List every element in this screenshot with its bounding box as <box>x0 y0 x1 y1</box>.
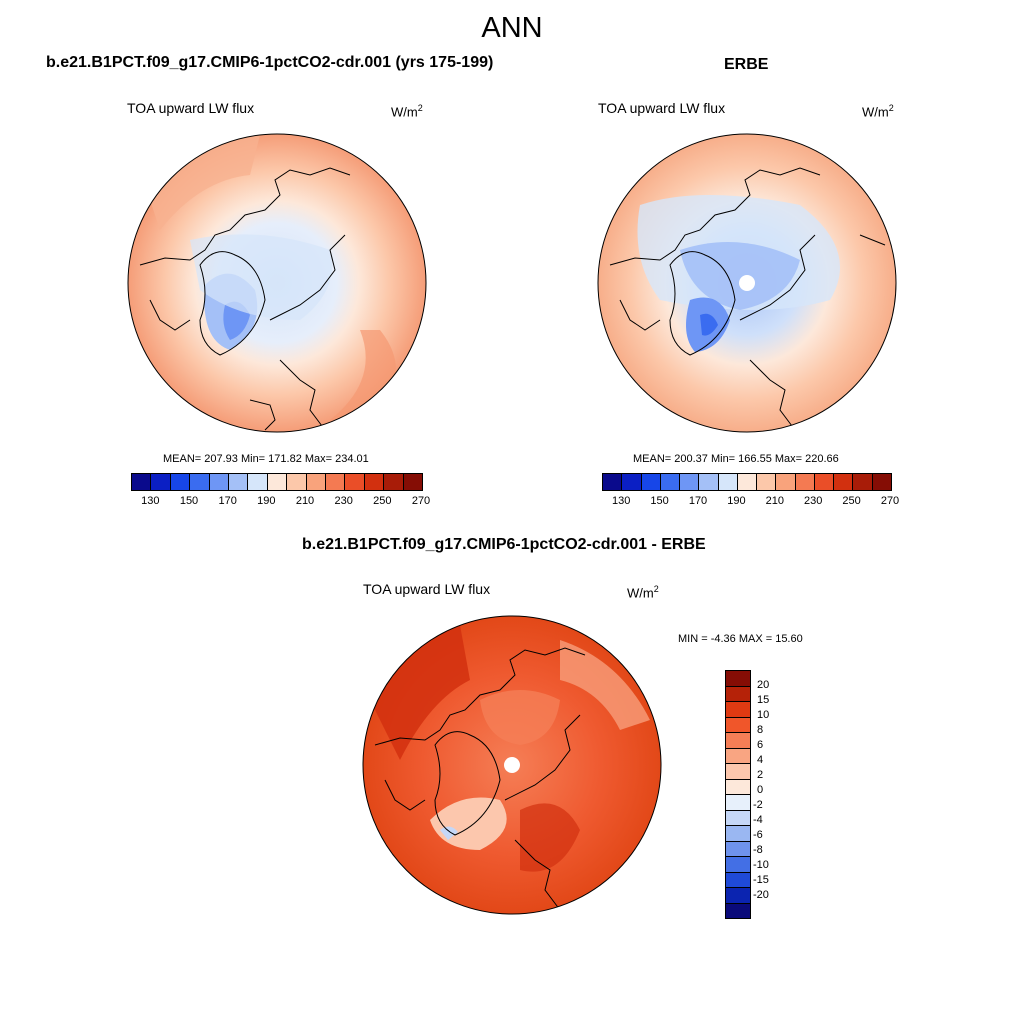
colorbar-swatch <box>726 810 750 826</box>
colorbar-label: 2 <box>757 769 764 781</box>
colorbar-label: 170 <box>218 495 237 507</box>
colorbar-swatch <box>726 779 750 795</box>
colorbar-swatch <box>603 474 623 490</box>
colorbar-swatch <box>680 474 700 490</box>
colorbar-swatch <box>726 903 750 918</box>
colorbar-label: 210 <box>765 495 784 507</box>
panel2-colorbar <box>602 473 892 491</box>
colorbar-swatch <box>737 474 758 490</box>
colorbar-label: 130 <box>612 495 631 507</box>
colorbar-swatch <box>726 686 750 702</box>
colorbar-label: -4 <box>753 814 763 826</box>
colorbar-label: 170 <box>688 495 708 507</box>
colorbar-label: 6 <box>757 739 764 751</box>
colorbar-swatch <box>132 474 152 490</box>
colorbar-label: 0 <box>757 784 764 796</box>
colorbar-label: 20 <box>757 679 770 691</box>
colorbar-swatch <box>834 474 854 490</box>
colorbar-swatch <box>776 474 796 490</box>
colorbar-label: -20 <box>753 889 769 901</box>
colorbar-swatch <box>170 474 191 490</box>
colorbar-label: 230 <box>334 495 353 507</box>
panel2-units: W/m2 <box>862 103 894 120</box>
colorbar-swatch <box>151 474 171 490</box>
colorbar-label: -15 <box>753 874 769 886</box>
colorbar-swatch <box>267 474 288 490</box>
colorbar-label: 250 <box>842 495 861 507</box>
colorbar-swatch <box>345 474 365 490</box>
colorbar-swatch <box>726 841 750 857</box>
colorbar-label: -2 <box>753 799 763 811</box>
panel2-variable: TOA upward LW flux <box>598 100 726 116</box>
colorbar-swatch <box>287 474 307 490</box>
panel1-units: W/m2 <box>391 103 423 120</box>
panel2-title: ERBE <box>724 56 769 73</box>
panel3-stats: MIN = -4.36 MAX = 15.60 <box>678 633 803 645</box>
colorbar-swatch <box>853 474 873 490</box>
colorbar-label: -6 <box>753 829 763 841</box>
colorbar-label: 250 <box>373 495 392 507</box>
colorbar-label: 150 <box>179 495 199 507</box>
colorbar-swatch <box>718 474 738 490</box>
colorbar-swatch <box>757 474 777 490</box>
colorbar-swatch <box>326 474 346 490</box>
colorbar-swatch <box>403 474 423 490</box>
colorbar-swatch <box>726 717 750 733</box>
colorbar-label: 8 <box>757 724 764 736</box>
colorbar-swatch <box>726 826 750 842</box>
colorbar-label: 190 <box>727 495 746 507</box>
colorbar-swatch <box>726 702 750 718</box>
colorbar-label: -10 <box>753 859 769 871</box>
colorbar-label: 15 <box>757 694 770 706</box>
colorbar-swatch <box>641 474 661 490</box>
colorbar-label: 4 <box>757 754 764 766</box>
colorbar-label: 130 <box>141 495 160 507</box>
colorbar-label: 270 <box>880 495 900 507</box>
colorbar-swatch <box>726 733 750 749</box>
colorbar-swatch <box>660 474 681 490</box>
colorbar-label: 230 <box>804 495 823 507</box>
colorbar-swatch <box>726 795 750 811</box>
colorbar-label: -8 <box>753 844 763 856</box>
figure-title: ANN <box>481 12 543 44</box>
colorbar-swatch <box>726 857 750 873</box>
colorbar-swatch <box>306 474 327 490</box>
panel3-title: b.e21.B1PCT.f09_g17.CMIP6-1pctCO2-cdr.00… <box>302 536 706 553</box>
colorbar-swatch <box>726 764 750 780</box>
colorbar-swatch <box>248 474 268 490</box>
panel1-title: b.e21.B1PCT.f09_g17.CMIP6-1pctCO2-cdr.00… <box>46 54 494 71</box>
colorbar-swatch <box>726 888 750 904</box>
colorbar-swatch <box>209 474 230 490</box>
colorbar-swatch <box>699 474 719 490</box>
colorbar-swatch <box>384 474 404 490</box>
colorbar-swatch <box>814 474 835 490</box>
colorbar-swatch <box>229 474 249 490</box>
colorbar-swatch <box>726 748 750 764</box>
colorbar-label: 150 <box>650 495 669 507</box>
colorbar-label: 10 <box>757 709 770 721</box>
panel3-variable: TOA upward LW flux <box>363 581 491 597</box>
panel2-stats: MEAN= 200.37 Min= 166.55 Max= 220.66 <box>633 453 839 465</box>
panel3-colorbar <box>725 670 751 919</box>
colorbar-label: 190 <box>257 495 276 507</box>
colorbar-swatch <box>190 474 210 490</box>
colorbar-swatch <box>795 474 815 490</box>
colorbar-swatch <box>364 474 385 490</box>
panel1-stats: MEAN= 207.93 Min= 171.82 Max= 234.01 <box>163 453 369 465</box>
colorbar-label: 270 <box>411 495 431 507</box>
colorbar-swatch <box>872 474 891 490</box>
panel1-colorbar <box>131 473 423 491</box>
colorbar-swatch <box>726 872 750 888</box>
colorbar-swatch <box>622 474 642 490</box>
colorbar-swatch <box>726 671 750 687</box>
panel1-variable: TOA upward LW flux <box>127 100 255 116</box>
panel3-units: W/m2 <box>627 584 659 601</box>
colorbar-label: 210 <box>295 495 315 507</box>
